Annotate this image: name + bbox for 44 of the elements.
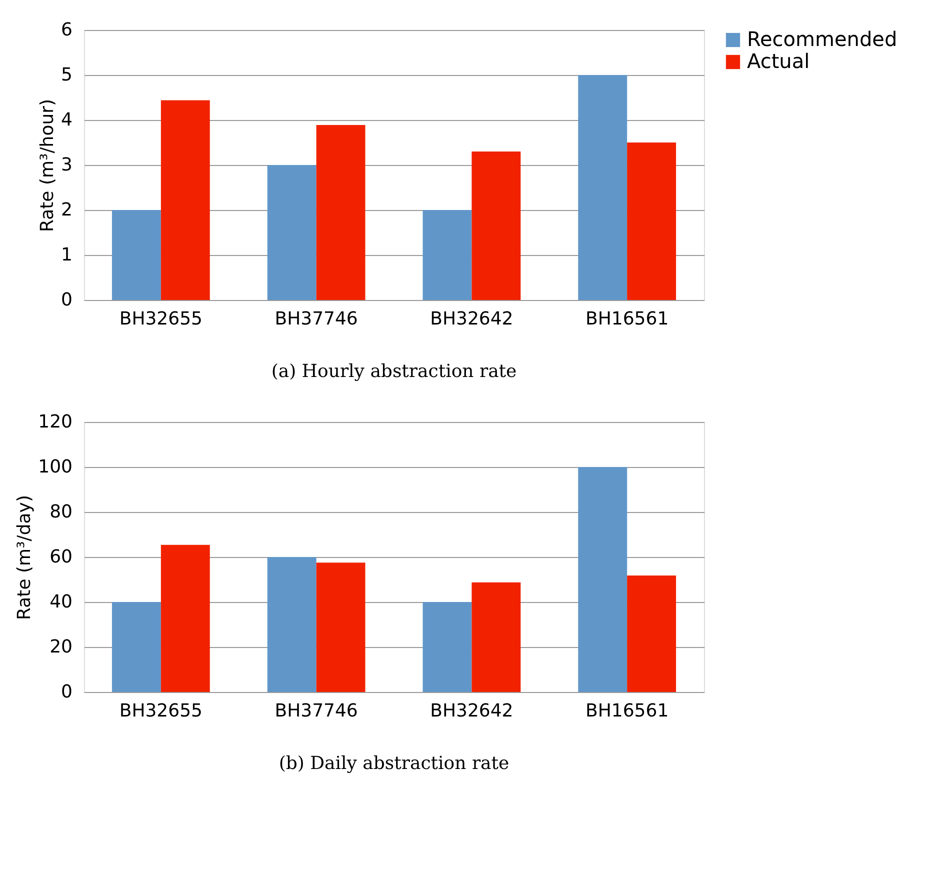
y-tick-label: 80 <box>50 502 72 522</box>
x-tick-label: BH32655 <box>119 700 202 722</box>
y-tick-label: 6 <box>61 20 72 40</box>
text: (a) Hourly abstraction rate <box>271 361 517 382</box>
x-tick-label: BH16561 <box>586 700 669 722</box>
y-tick-label: 0 <box>61 290 72 310</box>
y-tick-label: 1 <box>61 244 72 266</box>
bar <box>316 124 366 300</box>
y-tick-label: 100 <box>38 456 72 478</box>
x-tick-label: BH32642 <box>430 308 514 330</box>
y-axis-title: Rate (m³/hour) <box>37 98 58 232</box>
bar <box>422 602 472 692</box>
x-tick-label: BH32655 <box>119 308 202 330</box>
x-tick-label: BH37746 <box>274 700 358 722</box>
legend-label: Actual <box>747 49 810 73</box>
text: (b) Daily abstraction rate <box>278 753 510 774</box>
y-tick-label: 2 <box>61 200 72 220</box>
bar <box>316 562 366 692</box>
x-tick-label: BH37746 <box>274 308 358 330</box>
x-tick-label: BH16561 <box>586 308 669 330</box>
bar <box>160 100 210 300</box>
bar <box>267 557 316 692</box>
bar <box>267 165 316 300</box>
y-tick-label: 0 <box>61 682 72 702</box>
bar <box>627 142 676 300</box>
bar <box>112 210 161 300</box>
y-axis-title: Rate (m³/day) <box>14 495 36 620</box>
legend-label: Recommended <box>747 27 898 51</box>
y-tick-label: 3 <box>61 154 72 176</box>
y-tick-label: 5 <box>61 64 72 86</box>
y-tick-label: 20 <box>50 636 72 658</box>
bar <box>112 602 161 692</box>
bar <box>422 210 472 300</box>
y-tick-label: 40 <box>50 592 72 612</box>
bar <box>472 582 521 692</box>
bar <box>160 544 210 692</box>
bar <box>578 75 628 300</box>
bar <box>578 467 628 692</box>
y-tick-label: 4 <box>61 110 72 130</box>
y-tick-label: 60 <box>50 546 72 568</box>
y-tick-label: 120 <box>38 412 72 432</box>
bar <box>472 152 521 300</box>
x-tick-label: BH32642 <box>430 700 514 722</box>
bar <box>627 575 676 692</box>
